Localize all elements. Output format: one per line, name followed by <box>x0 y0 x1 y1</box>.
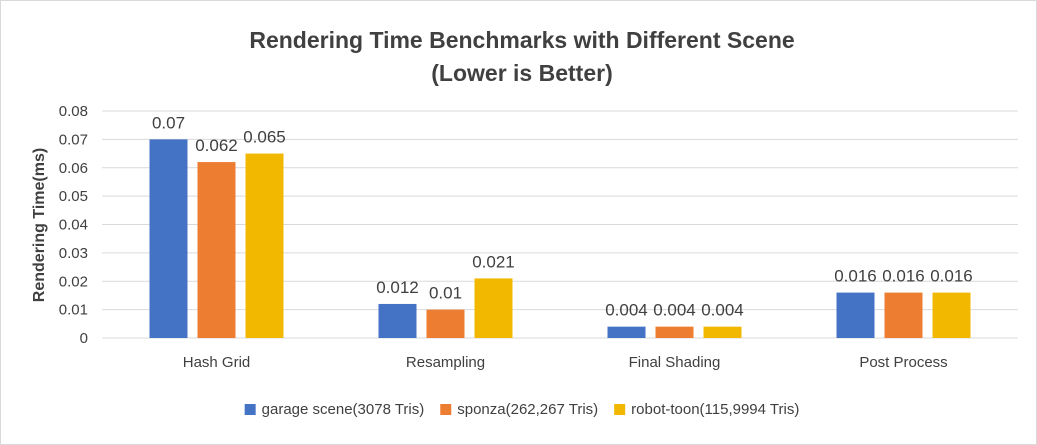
legend-item: robot-toon(115,9994 Tris) <box>614 401 799 418</box>
data-label: 0.01 <box>429 284 462 303</box>
bar <box>703 326 742 338</box>
data-label: 0.004 <box>701 301 744 320</box>
bar <box>836 292 875 338</box>
bar <box>932 292 971 338</box>
x-category-label: Resampling <box>406 354 485 371</box>
data-label: 0.004 <box>653 301 696 320</box>
x-category-label: Final Shading <box>629 354 721 371</box>
bar <box>378 303 417 338</box>
y-tick-label: 0.01 <box>59 302 88 319</box>
data-label: 0.062 <box>195 136 238 155</box>
y-tick-label: 0.07 <box>59 131 88 148</box>
y-tick-label: 0.03 <box>59 245 88 262</box>
legend-swatch <box>614 404 626 415</box>
legend-swatch <box>440 404 452 415</box>
y-axis-title: Rendering Time(ms) <box>31 148 48 302</box>
y-tick-label: 0.08 <box>59 103 88 120</box>
legend-swatch <box>244 404 256 415</box>
data-labels: 0.07 0.062 0.065 0.012 0.01 0.021 0.004 0.004 0.… <box>152 113 973 319</box>
bar <box>884 292 923 338</box>
data-label: 0.07 <box>152 113 185 132</box>
bar <box>426 309 465 338</box>
y-tick-label: 0.02 <box>59 273 88 290</box>
y-tick-label: 0 <box>80 330 88 347</box>
x-category-labels: Hash Grid Resampling Final Shading Post Pro… <box>183 354 948 371</box>
legend-item: sponza(262,267 Tris) <box>440 401 598 418</box>
y-tick-label: 0.04 <box>59 217 88 234</box>
x-category-label: Hash Grid <box>183 354 251 371</box>
legend-label: sponza(262,267 Tris) <box>457 401 598 418</box>
x-category-label: Post Process <box>859 354 947 371</box>
data-label: 0.016 <box>834 267 877 286</box>
bar <box>245 153 284 338</box>
chart-subtitle: (Lower is Better) <box>431 60 612 86</box>
data-label: 0.021 <box>472 252 515 271</box>
legend-label: garage scene(3078 Tris) <box>262 401 425 418</box>
data-label: 0.004 <box>605 301 648 320</box>
bar-series <box>149 139 971 338</box>
y-tick-label: 0.06 <box>59 160 88 177</box>
y-tick-label: 0.05 <box>59 188 88 205</box>
legend-label: robot-toon(115,9994 Tris) <box>631 401 799 418</box>
data-label: 0.016 <box>930 267 973 286</box>
data-label: 0.012 <box>376 278 419 297</box>
chart-title: Rendering Time Benchmarks with Different… <box>249 27 794 53</box>
bar <box>149 139 188 338</box>
data-label: 0.065 <box>243 128 286 147</box>
y-tick-labels: 0 0.01 0.02 0.03 0.04 0.05 0.06 0.07 0.08 <box>59 103 88 347</box>
legend: garage scene(3078 Tris) sponza(262,267 Tr… <box>244 401 799 418</box>
bar <box>607 326 646 338</box>
gridlines <box>102 110 1018 339</box>
bar <box>655 326 694 338</box>
bar <box>474 278 513 338</box>
bar <box>197 162 236 338</box>
legend-item: garage scene(3078 Tris) <box>244 401 425 418</box>
data-label: 0.016 <box>882 267 925 286</box>
